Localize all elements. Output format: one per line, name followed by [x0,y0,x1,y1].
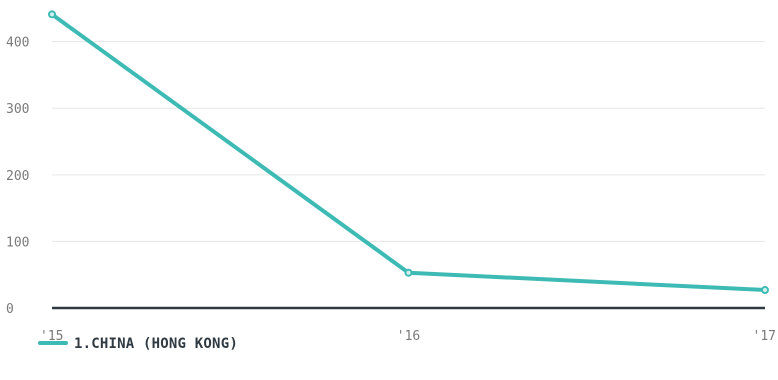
legend[interactable]: 1.CHINA (HONG KONG) [38,336,238,352]
series-layer [48,10,769,295]
y-tick-label-100: 100 [6,235,29,250]
y-tick-label-300: 300 [6,102,29,117]
y-tick-label-0: 0 [6,302,14,317]
data-point-center-2 [763,288,767,293]
y-tick-label-200: 200 [6,169,29,184]
y-axis-tick-labels: 0 100 200 300 400 [6,36,29,317]
x-axis-tick-labels: '15 '16 '17 [40,329,776,344]
data-point-center-0 [50,12,54,17]
grid-lines [52,41,765,310]
series-line-1 [50,12,767,293]
x-tick-label-0: '15 [40,329,63,344]
legend-label-series-1: 1.CHINA (HONG KONG) [74,336,238,352]
data-point-center-1 [406,270,411,275]
y-tick-label-400: 400 [6,36,29,51]
x-tick-label-1: '16 [397,329,420,344]
x-tick-label-2: '17 [753,329,776,344]
